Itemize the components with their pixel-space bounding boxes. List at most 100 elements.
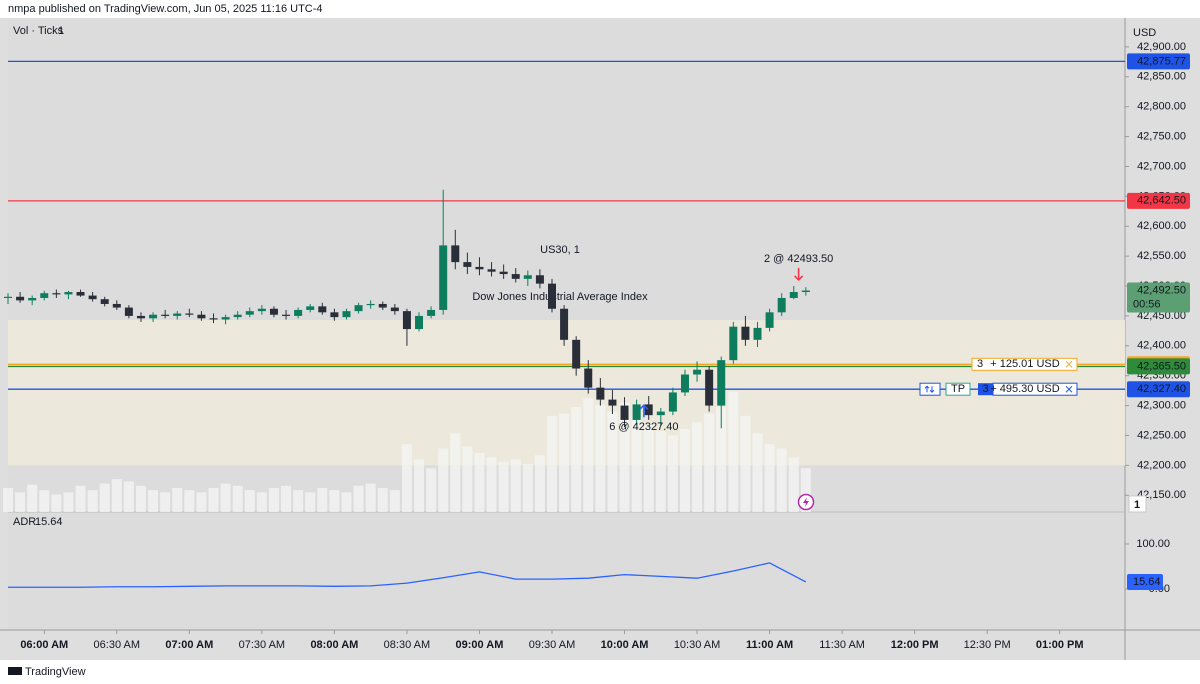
volume-bar bbox=[631, 417, 642, 512]
adr-line bbox=[8, 562, 807, 588]
volume-bar bbox=[341, 492, 352, 512]
candle-body bbox=[789, 292, 798, 298]
volume-bar bbox=[63, 492, 74, 512]
volume-bar bbox=[788, 457, 799, 512]
candle-body bbox=[475, 266, 484, 270]
volume-bar bbox=[571, 407, 582, 512]
volume-bar bbox=[800, 468, 811, 512]
candle-body bbox=[487, 269, 496, 272]
candle-body bbox=[439, 245, 448, 310]
volume-bar bbox=[704, 413, 715, 512]
volume-bar bbox=[244, 490, 255, 512]
x-tick-label: 06:30 AM bbox=[94, 639, 140, 651]
candle-body bbox=[668, 392, 677, 412]
adr-value-pill bbox=[1127, 573, 1163, 590]
candle-body bbox=[4, 296, 12, 298]
order-side-box[interactable] bbox=[919, 382, 941, 396]
y-tick-label: 42,600.00 bbox=[1137, 220, 1186, 232]
volume-bar bbox=[123, 481, 134, 512]
volume-bar bbox=[135, 485, 146, 512]
candle-body bbox=[28, 297, 37, 301]
watermark-title: US30, 1 bbox=[540, 244, 580, 256]
candle-body bbox=[342, 311, 351, 318]
y-tick-label: 42,300.00 bbox=[1137, 399, 1186, 411]
candle-body bbox=[221, 317, 230, 320]
x-tick-label: 12:00 PM bbox=[891, 639, 939, 651]
pane-badge[interactable]: 1 bbox=[1134, 499, 1140, 511]
x-tick-label: 09:30 AM bbox=[529, 639, 575, 651]
y-tick-label: 42,400.00 bbox=[1137, 340, 1186, 352]
y-tick-label: 42,550.00 bbox=[1137, 250, 1186, 262]
order-side-icon bbox=[924, 385, 935, 393]
volume-bar bbox=[667, 435, 678, 512]
adr-value-label: 15.64 bbox=[1133, 576, 1161, 588]
execution-arrow bbox=[794, 267, 804, 281]
candle-body bbox=[765, 312, 774, 328]
volume-bar bbox=[522, 463, 533, 512]
candle-body bbox=[64, 292, 73, 295]
volume-bar bbox=[450, 433, 461, 512]
volume-bar bbox=[329, 490, 340, 512]
candle-body bbox=[741, 326, 750, 340]
candle-body bbox=[499, 271, 508, 275]
volume-bar bbox=[268, 487, 279, 512]
volume-bar bbox=[534, 455, 545, 512]
x-tick-label: 07:30 AM bbox=[239, 639, 285, 651]
candle-body bbox=[680, 374, 689, 393]
y-tick-label: 42,750.00 bbox=[1137, 130, 1186, 142]
volume-bar bbox=[583, 398, 594, 512]
overlay-layer: 42,875.7742,642.5042,369.0742,365.5042,3… bbox=[609, 53, 1190, 590]
candle-body bbox=[584, 368, 593, 388]
candle-body bbox=[415, 315, 424, 330]
volume-bar bbox=[51, 494, 62, 512]
order-qty-box[interactable] bbox=[978, 383, 993, 396]
candle-body bbox=[632, 404, 641, 420]
candle-body bbox=[402, 311, 411, 330]
candle-body bbox=[378, 303, 387, 308]
candle-body bbox=[535, 275, 544, 284]
order-tag-box[interactable] bbox=[945, 382, 971, 396]
order-strip[interactable] bbox=[971, 357, 1078, 371]
footer-brand: TradingView bbox=[25, 666, 86, 678]
candle-body bbox=[209, 318, 218, 320]
order-qty: 3 bbox=[977, 358, 983, 370]
volume-bar bbox=[220, 483, 231, 512]
candle-body bbox=[100, 299, 109, 304]
candle-body bbox=[705, 369, 714, 406]
candle-body bbox=[112, 303, 121, 308]
candle-body bbox=[608, 399, 617, 406]
y-tick-label: 42,900.00 bbox=[1137, 41, 1186, 53]
price-line-label: 42,327.40 bbox=[1137, 383, 1186, 395]
volume-bar bbox=[27, 484, 38, 512]
order-strip[interactable] bbox=[992, 382, 1078, 396]
candle-body bbox=[197, 314, 206, 319]
order-close-icon[interactable] bbox=[1065, 385, 1073, 393]
x-tick-label: 10:00 AM bbox=[601, 639, 649, 651]
currency-label: USD bbox=[1133, 27, 1156, 39]
y-tick-label: 42,800.00 bbox=[1137, 101, 1186, 113]
volume-bar bbox=[486, 457, 497, 512]
candle-body bbox=[620, 405, 629, 420]
candle-body bbox=[596, 387, 605, 400]
pane-badge-box[interactable] bbox=[1128, 495, 1147, 513]
volume-bar bbox=[208, 487, 219, 512]
volume-bar bbox=[643, 424, 654, 512]
x-tick-label: 09:00 AM bbox=[456, 639, 504, 651]
execution-arrow bbox=[639, 404, 649, 418]
candle-body bbox=[161, 314, 170, 316]
candle-body bbox=[560, 308, 569, 340]
candle-body bbox=[777, 297, 786, 313]
series-layer bbox=[4, 60, 1125, 588]
volume-legend-name: Vol · Ticks bbox=[13, 25, 64, 37]
order-close-icon[interactable] bbox=[1065, 360, 1073, 368]
last-price-countdown: 00:56 bbox=[1133, 298, 1161, 310]
x-tick-label: 10:30 AM bbox=[674, 639, 720, 651]
candle-body bbox=[136, 315, 145, 319]
volume-bar bbox=[15, 492, 26, 512]
candle-body bbox=[644, 404, 653, 416]
volume-bar bbox=[39, 490, 50, 512]
volume-bar bbox=[148, 490, 159, 512]
x-tick-label: 06:00 AM bbox=[20, 639, 68, 651]
